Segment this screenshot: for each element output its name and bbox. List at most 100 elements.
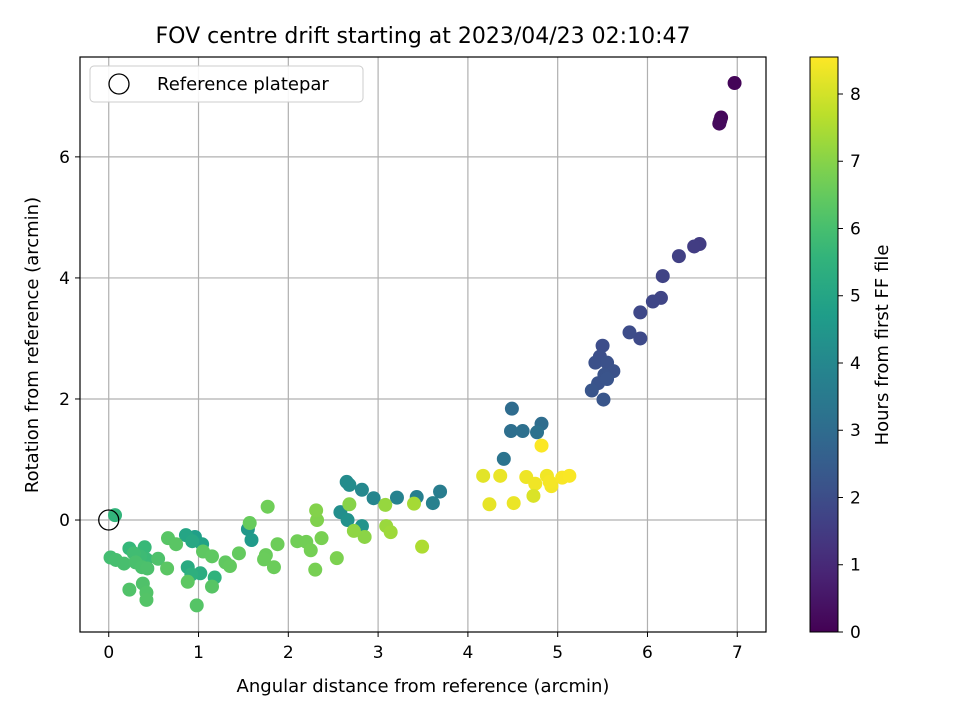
colorbar-tick-label: 7	[850, 152, 861, 172]
data-point	[342, 497, 357, 512]
data-point	[122, 582, 137, 597]
data-point	[622, 325, 637, 340]
data-point	[415, 539, 430, 554]
data-point	[140, 561, 155, 576]
x-tick-label: 7	[732, 643, 743, 663]
data-point	[270, 537, 285, 552]
data-point	[340, 513, 355, 528]
y-tick-label: 0	[59, 511, 70, 531]
data-point	[314, 531, 329, 546]
reference-marker	[98, 509, 120, 531]
data-point	[204, 549, 219, 564]
data-point	[257, 552, 272, 567]
data-point	[542, 474, 557, 489]
reference-platepar-marker	[98, 509, 120, 531]
legend-label: Reference platepar	[157, 74, 329, 95]
grid-lines	[80, 57, 766, 632]
data-point	[645, 294, 660, 309]
data-point	[242, 516, 257, 531]
data-point	[303, 543, 318, 558]
x-tick-label: 3	[373, 643, 384, 663]
data-point	[534, 438, 549, 453]
data-point	[433, 484, 448, 499]
colorbar-tick-label: 2	[850, 488, 861, 508]
colorbar-tick-label: 4	[850, 354, 861, 374]
data-point	[595, 338, 610, 353]
data-point	[482, 497, 497, 512]
data-point	[727, 76, 742, 91]
x-tick-label: 1	[193, 643, 204, 663]
data-point	[504, 401, 519, 416]
data-point	[600, 372, 615, 386]
legend-box	[89, 65, 364, 103]
data-points	[103, 76, 742, 613]
data-point	[329, 551, 344, 566]
data-point	[366, 491, 381, 506]
data-point	[180, 574, 195, 589]
data-point	[425, 496, 440, 511]
data-point	[222, 559, 237, 574]
data-point	[151, 551, 166, 566]
y-tick-label: 4	[59, 269, 70, 289]
chart-title: FOV centre drift starting at 2023/04/23 …	[156, 24, 691, 49]
x-tick-label: 6	[642, 643, 653, 663]
x-tick-label: 4	[462, 643, 473, 663]
colorbar	[809, 56, 839, 633]
y-tick-label: 2	[59, 390, 70, 410]
data-point	[346, 523, 361, 538]
data-point	[160, 561, 175, 576]
x-tick-label: 5	[552, 643, 563, 663]
y-axis-label: Rotation from reference (arcmin)	[22, 197, 43, 493]
colorbar-tick-label: 3	[850, 421, 861, 441]
data-point	[671, 249, 686, 264]
colorbar-label: Hours from first FF file	[872, 245, 893, 446]
data-point	[633, 331, 648, 346]
data-point	[266, 560, 281, 575]
colorbar-tick-label: 0	[850, 623, 861, 643]
colorbar-ticks: 0 1 2 3 4 5 6 7 8	[838, 85, 861, 643]
x-tick-label: 2	[283, 643, 294, 663]
data-point	[687, 239, 702, 254]
data-point	[530, 425, 545, 440]
data-point	[562, 468, 577, 483]
data-point	[231, 546, 246, 561]
data-point	[584, 383, 599, 398]
data-point	[309, 503, 324, 518]
data-point	[383, 525, 398, 540]
legend-marker-open-circle	[108, 73, 130, 95]
data-point	[407, 496, 422, 511]
data-point	[185, 534, 200, 549]
data-point	[378, 497, 393, 512]
data-point	[493, 468, 508, 483]
data-point	[204, 579, 219, 594]
data-point	[169, 537, 184, 552]
colorbar-tick-label: 8	[850, 85, 861, 105]
data-point	[515, 424, 530, 439]
data-point	[189, 598, 204, 613]
data-point	[244, 533, 259, 547]
data-point	[596, 392, 611, 407]
data-point	[528, 476, 543, 491]
colorbar-tick-label: 5	[850, 287, 861, 307]
colorbar-tick-label: 6	[850, 219, 861, 239]
data-point	[116, 556, 131, 571]
plot-frame	[79, 56, 767, 633]
y-tick-label: 6	[59, 148, 70, 168]
colorbar-tick-label: 1	[850, 556, 861, 576]
x-tick-label: 0	[103, 643, 114, 663]
data-point	[526, 488, 541, 503]
data-point	[503, 424, 518, 439]
data-point	[496, 451, 511, 466]
data-point	[342, 477, 357, 492]
data-point	[139, 592, 154, 607]
data-point	[712, 116, 727, 131]
data-point	[506, 496, 521, 511]
data-point	[633, 305, 648, 320]
x-axis-ticks: 0 1 2 3 4 5 6 7	[103, 632, 743, 663]
data-point	[655, 269, 670, 284]
data-point	[588, 355, 603, 370]
data-point	[260, 499, 275, 514]
data-point	[354, 482, 369, 497]
